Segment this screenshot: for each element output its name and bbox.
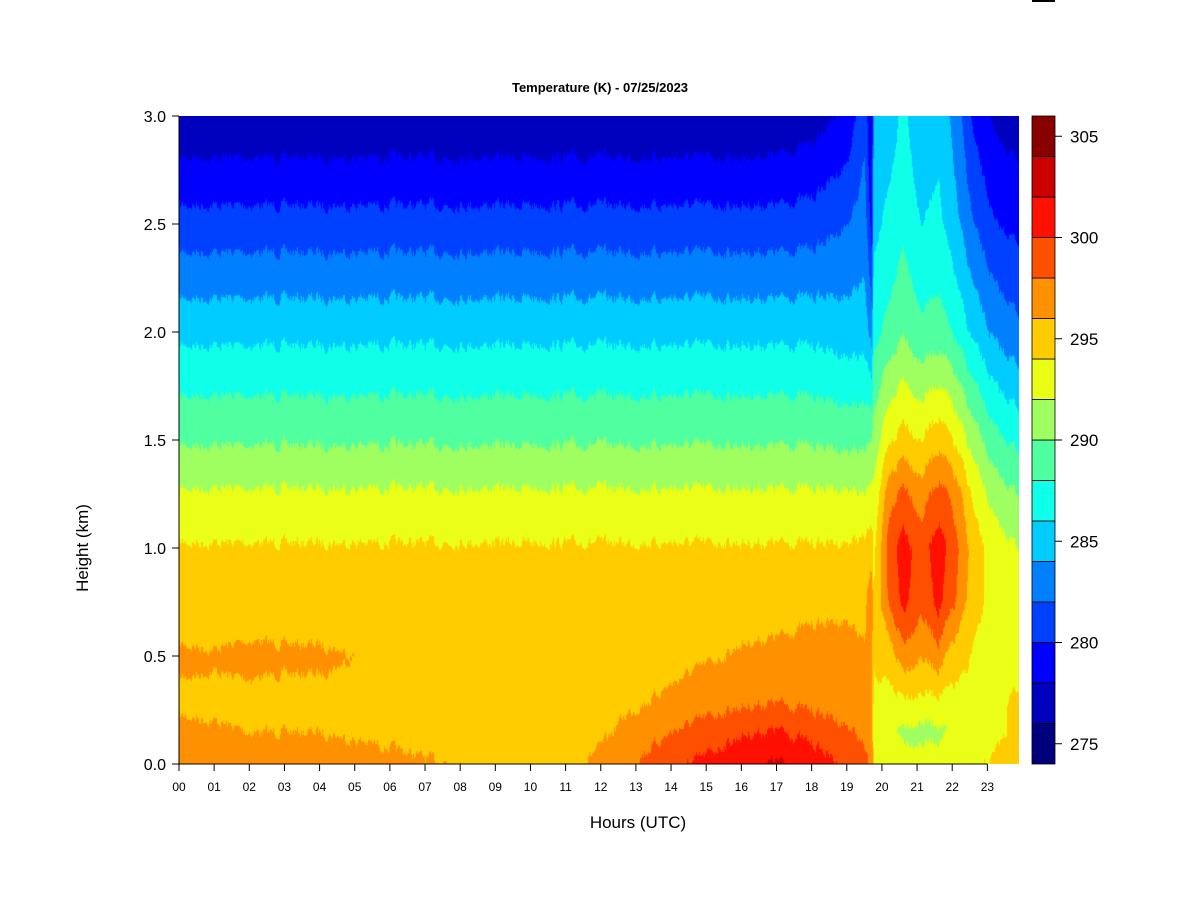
colorbar-tick-label: 300 [1070,229,1098,248]
y-tick-label: 0.0 [144,757,166,774]
colorbar-swatch [1031,723,1056,765]
colorbar-swatch [1031,682,1056,724]
colorbar-tick-label: 305 [1070,127,1098,146]
x-tick-label: 14 [664,780,678,794]
colorbar: 275 280 285 290 295 300 305 [1031,115,1098,765]
colorbar-swatch [1031,601,1056,643]
x-tick-label: 21 [910,780,924,794]
colorbar-swatch [1031,318,1056,360]
x-tick-label: 05 [348,780,362,794]
colorbar-swatch [1031,480,1056,522]
y-axis: 0.0 0.5 1.0 1.5 2.0 2.5 3.0 [144,109,180,774]
x-tick-label: 01 [207,780,221,794]
colorbar-swatch [1031,115,1056,157]
colorbar-tick-label: 285 [1070,532,1098,551]
x-tick-label: 00 [172,780,186,794]
chart-title: Temperature (K) - 07/25/2023 [511,80,689,95]
x-tick-label: 02 [243,780,257,794]
colorbar-swatch [1031,277,1056,319]
x-tick-label: 10 [524,780,538,794]
x-tick-label: 16 [735,780,749,794]
x-tick-label: 23 [981,780,995,794]
y-axis-label: Height (km) [73,504,92,592]
y-tick-label: 2.0 [144,325,166,342]
x-tick-label: 12 [594,780,608,794]
colorbar-swatch [1031,561,1056,603]
y-tick-label: 2.5 [144,217,166,234]
colorbar-tick-label: 295 [1070,330,1098,349]
colorbar-swatch [1031,196,1056,238]
corner-mark [1032,0,1055,2]
colorbar-tick-label: 290 [1070,431,1098,450]
y-tick-label: 1.0 [144,541,166,558]
colorbar-tick-label: 275 [1070,735,1098,754]
colorbar-swatch [1031,439,1056,481]
colorbar-swatch [1031,642,1056,684]
temperature-contour-field [179,116,1019,764]
colorbar-swatch [1031,156,1056,198]
x-tick-label: 11 [559,780,572,794]
x-tick-label: 13 [629,780,643,794]
x-tick-label: 04 [313,780,327,794]
x-tick-label: 09 [489,780,503,794]
x-tick-label: 19 [840,780,854,794]
x-tick-label: 06 [383,780,397,794]
colorbar-swatch [1031,358,1056,400]
x-tick-label: 18 [805,780,819,794]
colorbar-tick-label: 280 [1070,634,1098,653]
y-tick-label: 0.5 [144,649,166,666]
x-tick-label: 07 [418,780,432,794]
colorbar-swatch [1031,399,1056,441]
y-tick-label: 3.0 [144,109,166,126]
x-tick-label: 15 [700,780,714,794]
x-axis-label: Hours (UTC) [589,813,687,832]
colorbar-swatch [1031,237,1056,279]
x-tick-label: 03 [278,780,292,794]
x-tick-label: 17 [770,780,784,794]
x-tick-label: 20 [875,780,889,794]
x-tick-label: 08 [453,780,467,794]
x-axis: 00 01 02 03 04 05 06 07 08 09 10 11 12 13 14 15 16 17 18 19… [172,763,995,794]
x-tick-label: 22 [946,780,960,794]
colorbar-swatch [1031,520,1056,562]
y-tick-label: 1.5 [144,433,166,450]
